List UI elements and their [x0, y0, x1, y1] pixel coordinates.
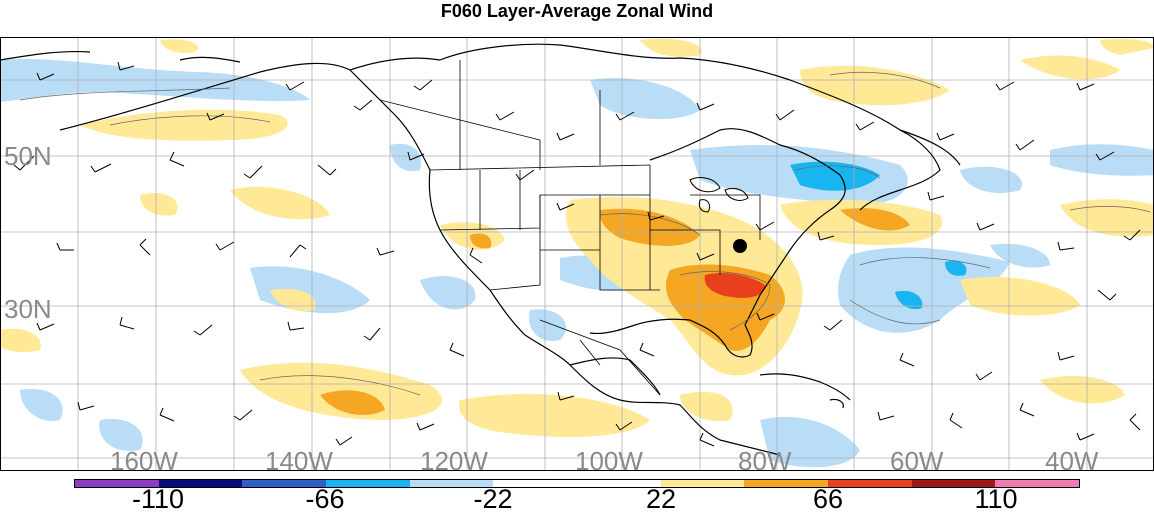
colorbar-label-neg110: -110	[131, 484, 185, 514]
lon-label-120w: 120W	[420, 446, 488, 472]
colorbar-segment	[995, 480, 1080, 487]
colorbar-segment	[660, 480, 745, 487]
colorbar-label-110: 110	[974, 484, 1018, 514]
colorbar-segment	[75, 480, 159, 487]
location-dot	[733, 239, 747, 253]
strong-positive-wind-shading	[704, 273, 765, 298]
colorbar-segment	[828, 480, 912, 487]
colorbar-segment	[493, 480, 578, 487]
strong-negative-wind-shading	[790, 161, 967, 310]
lon-label-100w: 100W	[575, 446, 643, 472]
lon-label-40w: 40W	[1045, 446, 1099, 472]
lon-label-80w: 80W	[738, 446, 792, 472]
colorbar-segment	[577, 480, 661, 487]
colorbar-segment	[242, 480, 327, 487]
lat-label-30n: 30N	[4, 294, 52, 324]
zonal-wind-map: 50N 30N 160W 140W 120W 100W 80W 60W 40W	[0, 37, 1154, 472]
lon-label-140w: 140W	[265, 446, 333, 472]
graticule	[0, 37, 1154, 471]
lake-outlines	[689, 177, 749, 213]
wind-barbs	[13, 61, 1141, 447]
colorbar	[74, 479, 1080, 488]
colorbar-label-66: 66	[812, 484, 844, 514]
lon-label-160w: 160W	[110, 446, 178, 472]
map-title: F060 Layer-Average Zonal Wind	[440, 1, 714, 21]
lat-label-50n: 50N	[4, 141, 52, 171]
colorbar-label-neg22: -22	[473, 484, 513, 514]
colorbar-segment	[911, 480, 996, 487]
colorbar-label-neg66: -66	[305, 484, 345, 514]
lon-label-60w: 60W	[890, 446, 944, 472]
colorbar-label-22: 22	[645, 484, 677, 514]
negative-wind-shading	[0, 58, 1154, 468]
state-borders	[379, 60, 761, 396]
coastlines	[0, 43, 961, 456]
colorbar-segment	[326, 480, 410, 487]
colorbar-segment	[744, 480, 829, 487]
colorbar-segment	[158, 480, 243, 487]
colorbar-segment	[409, 480, 494, 487]
